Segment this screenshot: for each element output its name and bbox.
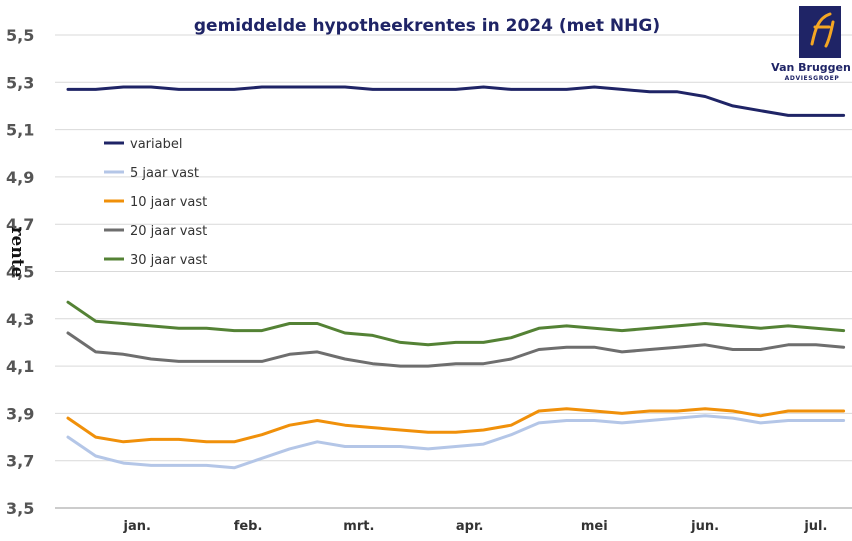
- series-line: [66, 85, 846, 117]
- gridlines: [55, 34, 852, 509]
- legend-label: 20 jaar vast: [130, 224, 207, 239]
- x-tick-label: jul.: [803, 519, 827, 534]
- logo-name: Van Bruggen: [771, 61, 851, 74]
- logo-accent-icon: [810, 12, 835, 48]
- y-tick-label: 4,5: [6, 263, 34, 282]
- y-tick-label: 4,7: [6, 215, 34, 234]
- x-tick-label: jan.: [123, 519, 151, 534]
- y-tick-label: 5,1: [6, 121, 34, 140]
- logo-sub: ADVIESGROEP: [785, 75, 840, 82]
- legend-label: 10 jaar vast: [130, 195, 207, 210]
- legend-label: variabel: [130, 137, 182, 152]
- legend-label: 30 jaar vast: [130, 253, 207, 268]
- series-line: [66, 414, 846, 470]
- y-tick-label: 5,5: [6, 26, 34, 45]
- x-tick-label: jun.: [690, 519, 719, 534]
- series-line: [66, 300, 846, 347]
- vb-logo-mark: [799, 6, 841, 58]
- logo: Van Bruggen ADVIESGROEP: [771, 6, 851, 82]
- chart-title: gemiddelde hypotheekrentes in 2024 (met …: [194, 16, 660, 36]
- y-tick-label: 3,9: [6, 404, 34, 423]
- x-tick-labels: jan. feb. mrt. apr. mei jun. jul.: [123, 519, 828, 534]
- x-tick-label: feb.: [234, 519, 263, 534]
- y-tick-label: 4,3: [6, 310, 34, 329]
- x-tick-label: mrt.: [343, 519, 374, 534]
- y-tick-label: 3,7: [6, 452, 34, 471]
- y-axis-label: rente: [7, 227, 27, 278]
- y-tick-label: 4,9: [6, 168, 34, 187]
- series-line: [66, 407, 846, 444]
- series-lines: [66, 85, 846, 470]
- legend-label: 5 jaar vast: [130, 166, 199, 181]
- x-tick-label: apr.: [456, 519, 484, 534]
- y-tick-label: 3,5: [6, 499, 34, 518]
- x-tick-label: mei: [581, 519, 608, 534]
- legend: variabel 5 jaar vast 10 jaar vast 20 jaar v…: [104, 137, 207, 268]
- y-tick-label: 5,3: [6, 73, 34, 92]
- series-line: [66, 331, 846, 368]
- y-tick-label: 4,1: [6, 357, 34, 376]
- y-tick-labels: 5,5 5,3 5,1 4,9 4,7 4,5 4,3 4,1 3,9 3,7 3,5: [6, 26, 34, 518]
